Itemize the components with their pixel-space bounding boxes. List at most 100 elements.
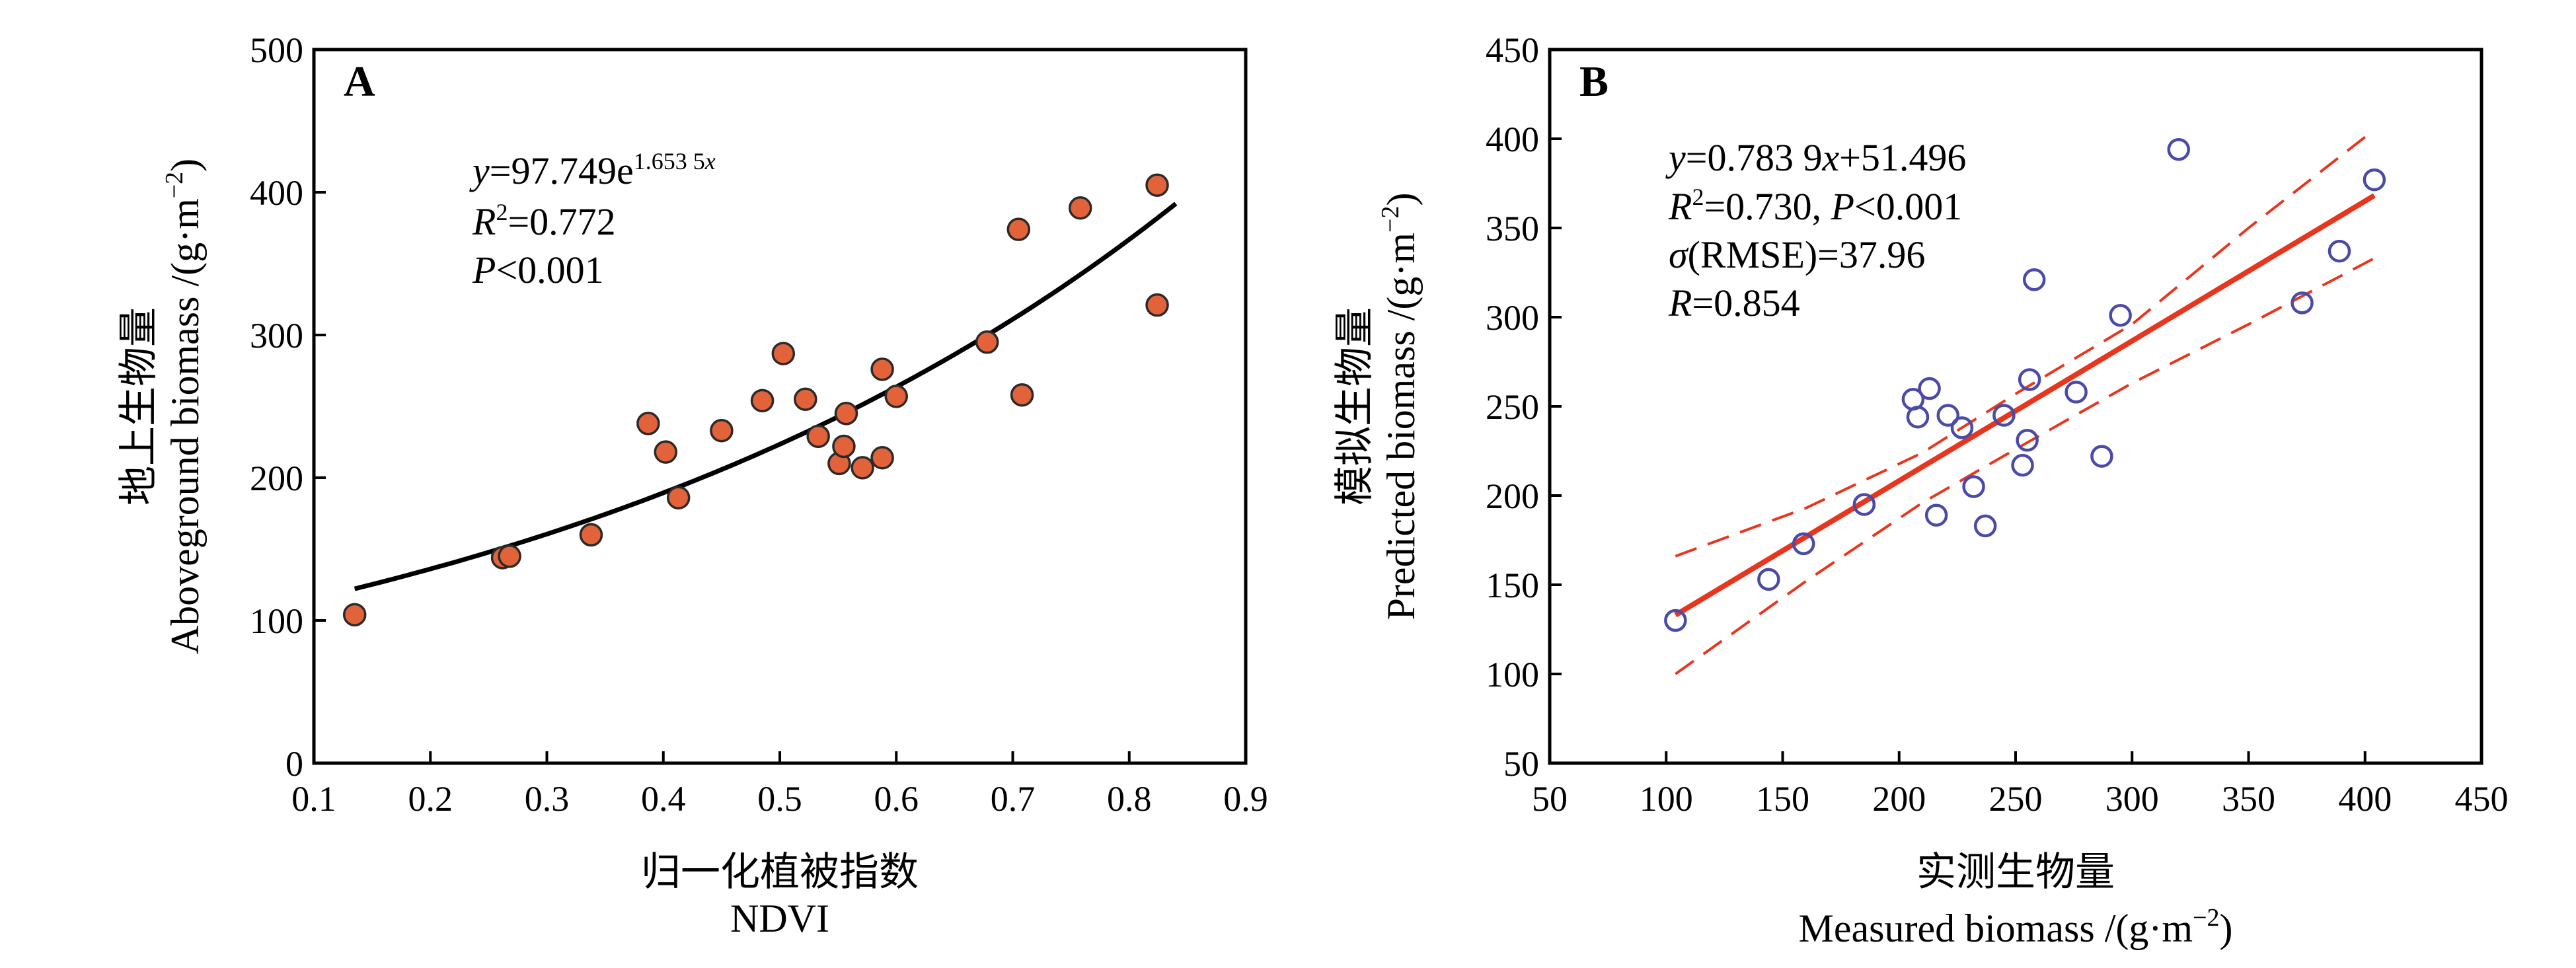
panel-a-equation: y=97.749e1.653 5x — [469, 148, 716, 192]
panel-a-x-tick-label: 0.1 — [291, 779, 336, 819]
panel-a-plot-frame — [312, 48, 1248, 765]
panel-b-data-point — [2016, 429, 2039, 452]
panel-b-data-point — [2363, 168, 2386, 192]
panel-a-x-tick-label: 0.2 — [408, 779, 453, 819]
panel-b-x-axis-title: Measured biomass /(g·m−2) — [1799, 904, 2233, 950]
panel-a-x-tick-label: 0.7 — [991, 779, 1036, 819]
panel-a-x-tick-label: 0.3 — [525, 779, 570, 819]
panel-b-data-point — [1918, 377, 1941, 400]
panel-a-data-point — [498, 544, 521, 568]
panel-b-y-tick-label: 350 — [1486, 209, 1539, 248]
panel-b-x-tick-label: 50 — [1532, 779, 1568, 819]
panel-a-data-point — [851, 456, 874, 480]
panel-a-data-point — [750, 389, 775, 413]
panel-b-r-squared: R2=0.730, P<0.001 — [1668, 184, 1962, 228]
panel-a-p-value: P<0.001 — [472, 248, 604, 291]
panel-b-data-point — [1962, 475, 1985, 498]
panel-b-y-tick-label: 250 — [1486, 387, 1539, 427]
panel-b-y-tick-label: 400 — [1486, 120, 1539, 159]
panel-a-data-point — [771, 342, 796, 365]
panel-b-y-tick-label: 150 — [1486, 566, 1539, 605]
panel-a-x-tick-label: 0.9 — [1223, 779, 1268, 819]
panel-a-data-point — [1145, 173, 1169, 197]
panel-a-data-point — [636, 412, 660, 435]
panel-a-x-tick-label: 0.6 — [874, 779, 919, 819]
panel-a-data-point — [666, 486, 691, 509]
panel-b-data-point — [1664, 609, 1687, 632]
panel-b-data-point — [1924, 503, 1948, 527]
panel-b-fit-layer — [1674, 128, 2376, 675]
panel-b-data-point — [1950, 416, 1974, 439]
panel-b-annotation: y=0.783 9x+51.496 R2=0.730, P<0.001 σ(RM… — [1665, 136, 1966, 324]
panel-a-x-tick-label: 0.4 — [641, 779, 686, 819]
panel-a-data-point — [1145, 293, 1169, 317]
panel-b-data-point — [1792, 532, 1815, 556]
panel-b-x-tick-label: 250 — [1989, 779, 2043, 819]
panel-b-y-tick-label: 100 — [1486, 655, 1539, 694]
panel-b-confidence-lower — [1675, 257, 2375, 675]
panel-a-y-tick-label: 300 — [250, 316, 303, 355]
panel-a-data-point — [834, 402, 858, 426]
panel-a-y-tick-label: 500 — [250, 30, 303, 70]
panel-a-data-point — [1006, 217, 1031, 241]
panel-b-x-tick-label: 450 — [2455, 779, 2509, 819]
panel-a-y-tick-label: 100 — [250, 601, 303, 641]
panel-b-data-points — [1664, 137, 2386, 632]
panel-a-data-point — [870, 446, 894, 470]
panel-b-data-point — [2090, 445, 2113, 468]
panel-b-r-value: R=0.854 — [1668, 281, 1800, 324]
panel-b-y-tick-label: 200 — [1486, 476, 1539, 516]
panel-b-y-tick-label: 50 — [1503, 744, 1539, 784]
panel-a-data-point — [710, 418, 734, 443]
panel-a-data-point — [579, 523, 603, 547]
panel-a-label: A — [344, 57, 375, 106]
panel-a-x-tick-label: 0.8 — [1107, 779, 1152, 819]
panel-a-fit-curve — [354, 202, 1178, 591]
panel-a-r-squared: R2=0.772 — [472, 199, 616, 243]
panel-a-data-point — [654, 440, 678, 464]
panel-b-y-tick-label: 300 — [1486, 298, 1539, 338]
panel-b-equation: y=0.783 9x+51.496 — [1665, 136, 1966, 179]
panel-a-data-point — [870, 357, 894, 381]
panel-b-x-tick-label: 200 — [1872, 779, 1926, 819]
panel-a-y-tick-label: 200 — [250, 459, 303, 498]
panel-b-x-tick-label: 300 — [2105, 779, 2159, 819]
panel-b-data-point — [2011, 453, 2034, 477]
panel-a-annotation: y=97.749e1.653 5x R2=0.772 P<0.001 — [469, 148, 716, 291]
panel-a-y-axis-ticks: 0 100 200 300 400 500 — [250, 30, 326, 784]
panel-b-data-point — [2065, 381, 2088, 404]
panel-a-data-point — [794, 387, 817, 411]
panel-a-data-points — [342, 173, 1169, 627]
panel-a-y-tick-label: 400 — [250, 173, 303, 213]
panel-b-x-tick-label: 400 — [2338, 779, 2392, 819]
panel-a-data-point — [1068, 196, 1092, 220]
panel-b-label: B — [1579, 57, 1609, 106]
panel-b-data-point — [1973, 514, 1997, 538]
panel-a-data-point — [1010, 383, 1034, 407]
panel-b-data-point — [2022, 268, 2046, 291]
panel-a-data-point — [806, 424, 830, 449]
panel-b-data-point — [2291, 291, 2314, 315]
panel-b-scatter-chart: 50 100 150 200 250 300 350 400 450 50 100 150 200 25… — [1333, 30, 2509, 950]
panel-a-fit-layer — [354, 202, 1178, 591]
panel-b-data-point — [2167, 137, 2190, 161]
panel-a-x-tick-label: 0.5 — [757, 779, 802, 819]
panel-b-x-tick-label: 100 — [1640, 779, 1693, 819]
panel-a-data-point — [342, 603, 367, 627]
panel-b-data-point — [2328, 239, 2351, 263]
panel-b-x-tick-label: 150 — [1756, 779, 1809, 819]
panel-b-y-axis-title: Predicted biomass /(g·m−2) — [1377, 193, 1423, 620]
panel-b-data-point — [2109, 304, 2132, 327]
panel-b-confidence-upper — [1675, 128, 2376, 558]
panel-a-data-point — [832, 434, 856, 459]
panel-a-y-axis-title-cn: 地上生物量 — [117, 307, 161, 505]
panel-b-x-axis-title-cn: 实测生物量 — [1916, 850, 2115, 894]
panel-b-data-point — [1852, 493, 1876, 516]
panel-a-x-axis-title-cn: 归一化植被指数 — [641, 850, 919, 894]
panel-b-y-axis-title-cn: 模拟生物量 — [1333, 307, 1377, 505]
panel-b-data-point — [2018, 368, 2041, 391]
panel-b-y-axis-ticks: 50 100 150 200 250 300 350 400 450 — [1486, 30, 1562, 784]
panel-b-x-axis-ticks: 50 100 150 200 250 300 350 400 450 — [1532, 751, 2509, 819]
